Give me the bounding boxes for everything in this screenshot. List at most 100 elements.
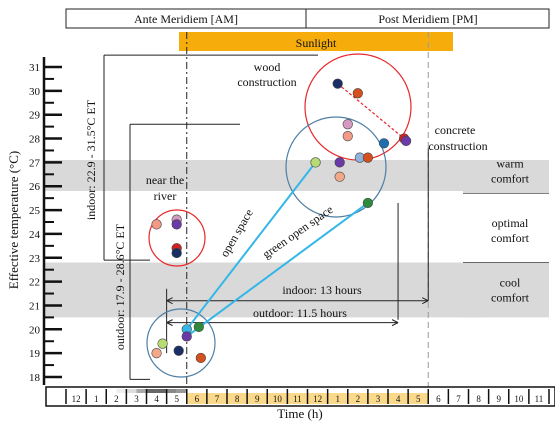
x-tick-label: 11 [293,394,302,404]
time-shade [66,389,77,393]
concrete-label-1: concrete [435,123,476,137]
time-shade [186,389,197,393]
indoor-hours-arrow-head [422,300,429,305]
green-open-space-label: green open space [260,202,336,261]
time-shade [377,389,388,393]
x-tick-label: 12 [72,394,81,404]
data-point [332,78,343,89]
time-shade [478,389,489,393]
data-point [342,131,353,142]
sunlight-label: Sunlight [296,36,337,50]
data-point [171,247,182,259]
pm-label: Post Meridiem [PM] [378,12,477,26]
wood-label-2: construction [237,75,296,89]
x-tick-label: 5 [416,394,421,404]
time-shade [206,389,217,393]
x-tick-label: 9 [255,394,260,404]
time-shade [227,389,238,393]
time-shade [337,389,348,393]
data-point [171,219,182,230]
time-shade [448,389,459,393]
y-tick-label: 20 [29,324,41,336]
x-tick-label: 3 [134,394,139,404]
time-shade [468,389,479,393]
time-shade [428,389,439,393]
time-shade [297,389,308,393]
indoor-range-label: indoor: 22.9 - 31.5°C ET [84,99,98,220]
river-label-1: near the [146,173,184,187]
data-point [342,119,353,130]
indoor-circle [285,116,387,218]
time-shade [418,389,429,393]
comfort-band [44,160,484,191]
x-tick-label: 1 [94,394,99,404]
y-tick-label: 28 [29,134,41,146]
river-circle [148,209,206,267]
outdoor-hours-arrow-head [391,322,399,327]
y-tick-label: 19 [29,348,41,360]
x-tick-label: 10 [514,394,524,404]
time-shade [96,389,107,393]
time-shade [488,389,499,393]
time-shade [317,389,328,393]
time-shade [237,389,248,393]
comfort-band [44,262,484,318]
data-point [310,157,321,168]
data-point [173,345,184,356]
x-tick-label: 8 [235,394,240,404]
x-tick-label: 10 [273,394,283,404]
x-tick-label: 11 [535,394,544,404]
x-axis-label: Time (h) [277,406,322,421]
wood-label-1: wood [254,60,281,74]
time-shade [76,389,87,393]
data-point [378,138,390,149]
y-tick-label: 23 [29,253,41,265]
time-shade [146,389,157,393]
time-shade [267,389,278,393]
outdoor-hours-arrow-head [166,319,173,324]
time-shade [307,389,318,393]
data-point [401,135,412,147]
data-point [334,157,345,168]
data-point [157,338,168,349]
y-tick-label: 27 [29,157,41,169]
time-shade [398,389,409,393]
time-shade [538,389,549,393]
zone-label: comfort [491,231,530,245]
y-tick-label: 25 [29,205,41,217]
y-tick-label: 26 [29,181,41,193]
outdoor-hours-arrow-head [166,322,173,327]
data-point [193,321,204,333]
x-tick-label: 4 [396,394,401,404]
construction-link [337,83,405,140]
y-tick-label: 24 [29,229,41,241]
y-tick-label: 30 [29,86,41,98]
zone-label: comfort [491,171,530,185]
x-tick-label: 2 [356,394,361,404]
data-point [362,152,373,163]
data-point [151,219,162,230]
sunlight-bar [179,32,453,51]
time-shade [86,389,97,393]
time-shade [196,389,207,393]
data-point [352,88,363,99]
time-shade [136,389,147,393]
x-axis: Time (h) 12 1 2 3 4 5 6 7 8 9 10 11 12 1 2 3 4 5 6 7 8 9 10 11 [45,386,555,421]
outdoor-circle [146,308,216,378]
x-tick-label: 7 [215,394,220,404]
x-tick-label: 12 [313,394,322,404]
y-tick-label: 22 [29,277,40,289]
time-shade [277,389,288,393]
time-shade [176,389,187,393]
green-open-space-link [186,202,369,338]
y-tick-label: 29 [29,110,41,122]
outdoor-hours-arrow-head [391,319,399,324]
time-shade [408,389,419,393]
comfort-bands [44,160,484,318]
range-brackets [103,54,429,380]
open-space-link [185,161,317,330]
zone-label: warm [496,156,524,170]
x-tick-label: 7 [456,394,461,404]
pm-box [305,8,550,29]
